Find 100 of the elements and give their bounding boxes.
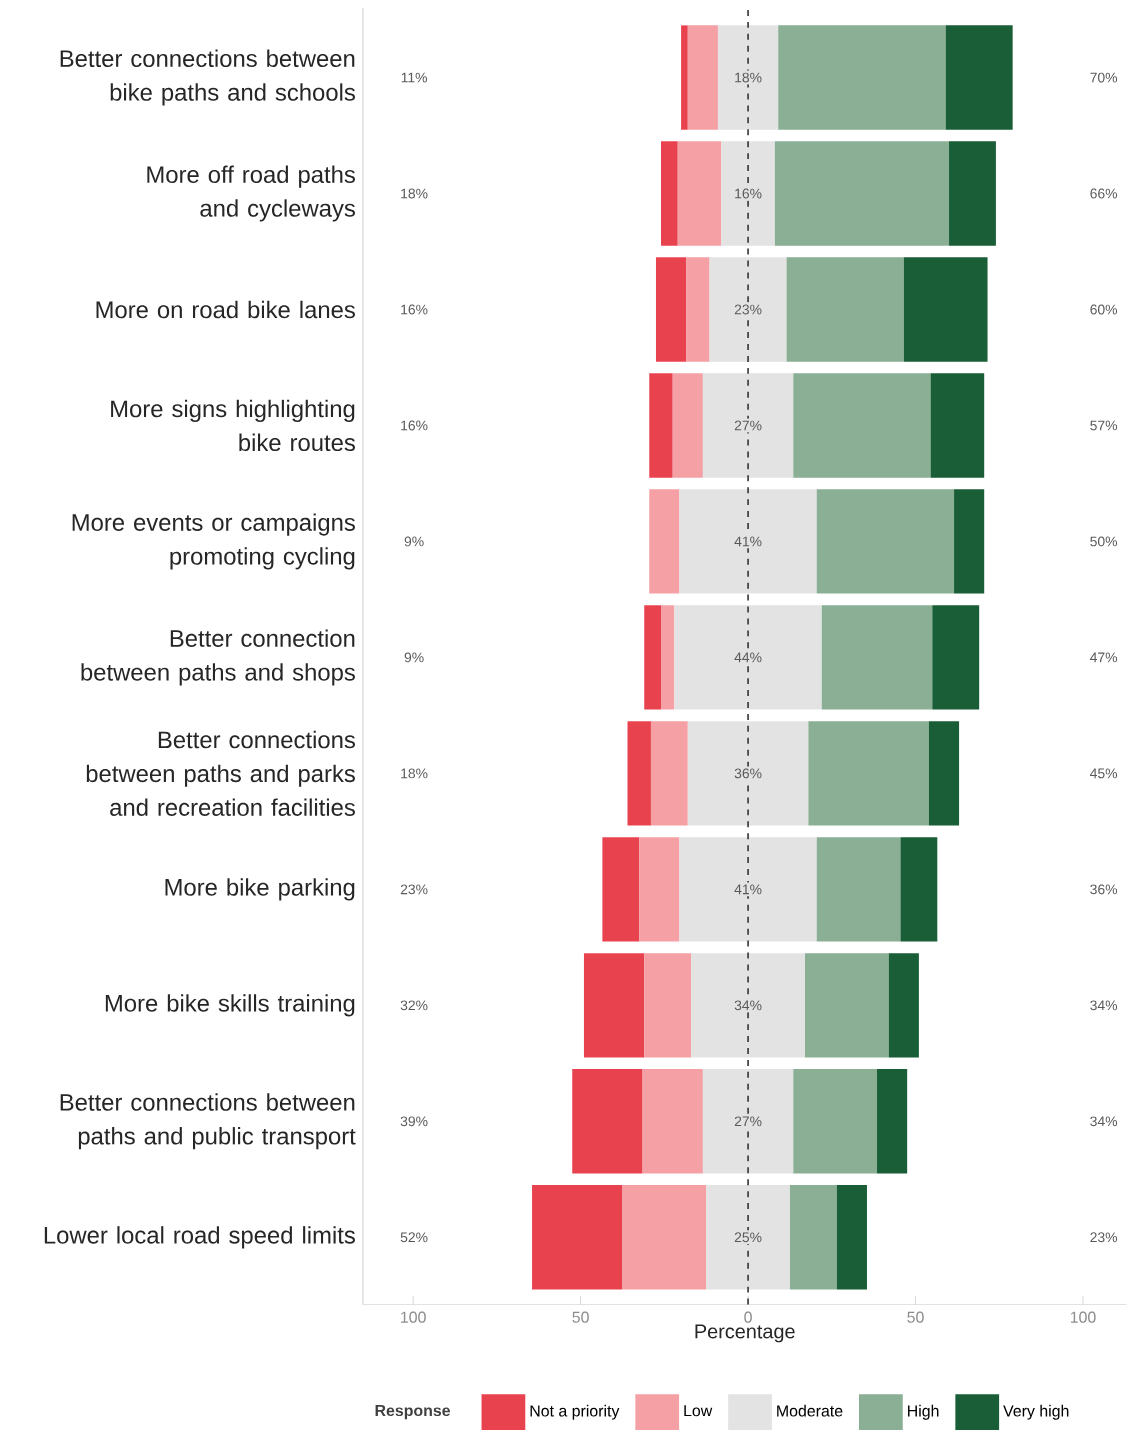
bar (718, 25, 779, 130)
x-tick-label: 100 (401, 1311, 427, 1323)
data-label: 23% (735, 304, 762, 315)
annotation: 32% (400, 1000, 428, 1011)
bar (929, 721, 960, 826)
bar (688, 25, 719, 130)
bar (703, 1069, 794, 1174)
bar (649, 373, 673, 478)
annotation: 36% (1090, 884, 1118, 895)
bar (821, 605, 933, 710)
data-label: 27% (735, 1116, 762, 1127)
y-tick-label: More bike parking (165, 878, 355, 901)
bar (954, 489, 985, 594)
bar (642, 1069, 704, 1174)
bar (572, 1069, 643, 1174)
y-tick-label: More events or campaigns promoting cycling (72, 513, 356, 570)
y-tick-label: More bike skills training (106, 994, 355, 1017)
bar (778, 25, 946, 130)
bar (691, 953, 806, 1058)
annotation: 16% (401, 304, 428, 315)
legend-label: Low (684, 1405, 713, 1417)
y-tick-label: More on road bike lanes (96, 300, 356, 319)
bar (639, 837, 680, 942)
y-tick-label: Better connections between paths and parks and recreation facilities (87, 730, 356, 816)
bar (602, 837, 640, 942)
bar (805, 953, 889, 1058)
bar (888, 953, 920, 1058)
annotation: 11% (401, 72, 428, 83)
annotation: 16% (401, 420, 428, 431)
annotation: 9% (404, 536, 424, 547)
annotation: 34% (1090, 1116, 1118, 1127)
bar (679, 837, 817, 942)
data-label: 16% (735, 188, 762, 199)
data-label: 27% (735, 420, 762, 431)
bar (808, 721, 930, 826)
bar (681, 25, 689, 130)
y-tick-label: Better connections between bike paths and schools (60, 49, 356, 106)
bar (949, 141, 997, 246)
annotation: 52% (400, 1232, 428, 1243)
y-tick-label: Lower local road speed limits (45, 1226, 356, 1249)
data-label: 34% (734, 1000, 762, 1011)
bar (674, 605, 822, 710)
bar (900, 837, 938, 942)
bar (932, 605, 980, 710)
bar (677, 141, 722, 246)
bar (627, 721, 652, 826)
x-axis-title: Percentage (695, 1324, 795, 1343)
bar (709, 257, 787, 362)
annotation: 23% (1090, 1232, 1118, 1243)
annotation: 23% (401, 884, 428, 895)
annotation: 9% (404, 652, 424, 663)
bar (790, 1185, 838, 1290)
bar (644, 953, 692, 1058)
bar (656, 257, 687, 362)
bar (945, 25, 1013, 130)
bar (816, 837, 901, 942)
x-tick-label: 0 (744, 1311, 753, 1323)
annotation: 60% (1090, 304, 1118, 315)
bar (703, 373, 794, 478)
annotation: 18% (401, 768, 428, 779)
bar (930, 373, 985, 478)
data-label: 44% (734, 652, 762, 663)
bar (793, 1069, 878, 1174)
annotation: 70% (1090, 72, 1118, 83)
x-tick-label: 100 (1071, 1311, 1096, 1323)
bar (661, 605, 675, 710)
bar (644, 605, 662, 710)
annotation: 57% (1090, 420, 1118, 431)
y-tick-label: More off road paths and cycleways (147, 165, 356, 222)
bar (686, 257, 710, 362)
bar (532, 1185, 623, 1290)
annotation: 18% (401, 188, 428, 199)
bar (793, 373, 931, 478)
data-label: 36% (734, 768, 762, 779)
annotation: 66% (1090, 188, 1118, 199)
bar (622, 1185, 707, 1290)
legend-label: Not a priority (530, 1404, 620, 1420)
bar (688, 721, 809, 826)
x-tick-label: 50 (907, 1311, 924, 1323)
bar (679, 489, 817, 594)
legend-label: High (908, 1404, 939, 1420)
y-tick-label: Better connections between paths and public transport (60, 1093, 356, 1150)
annotation: 47% (1090, 652, 1118, 663)
bar (584, 953, 645, 1058)
data-label: 18% (735, 72, 762, 83)
annotation: 50% (1090, 536, 1118, 547)
bar (904, 257, 988, 362)
y-tick-label: Better connection between paths and shops (81, 629, 356, 686)
data-label: 25% (735, 1232, 762, 1243)
y-tick-label: More signs highlighting bike routes (111, 399, 356, 452)
legend-label: Moderate (777, 1404, 843, 1417)
annotation: 39% (400, 1116, 428, 1127)
x-tick-label: 50 (572, 1311, 590, 1323)
bar (816, 489, 955, 594)
bar (661, 141, 678, 246)
legend-title: Response (375, 1405, 451, 1420)
bar (706, 1185, 791, 1290)
annotation: 45% (1090, 768, 1118, 779)
legend-label: Very high (1003, 1404, 1069, 1420)
data-label: 41% (734, 884, 762, 895)
